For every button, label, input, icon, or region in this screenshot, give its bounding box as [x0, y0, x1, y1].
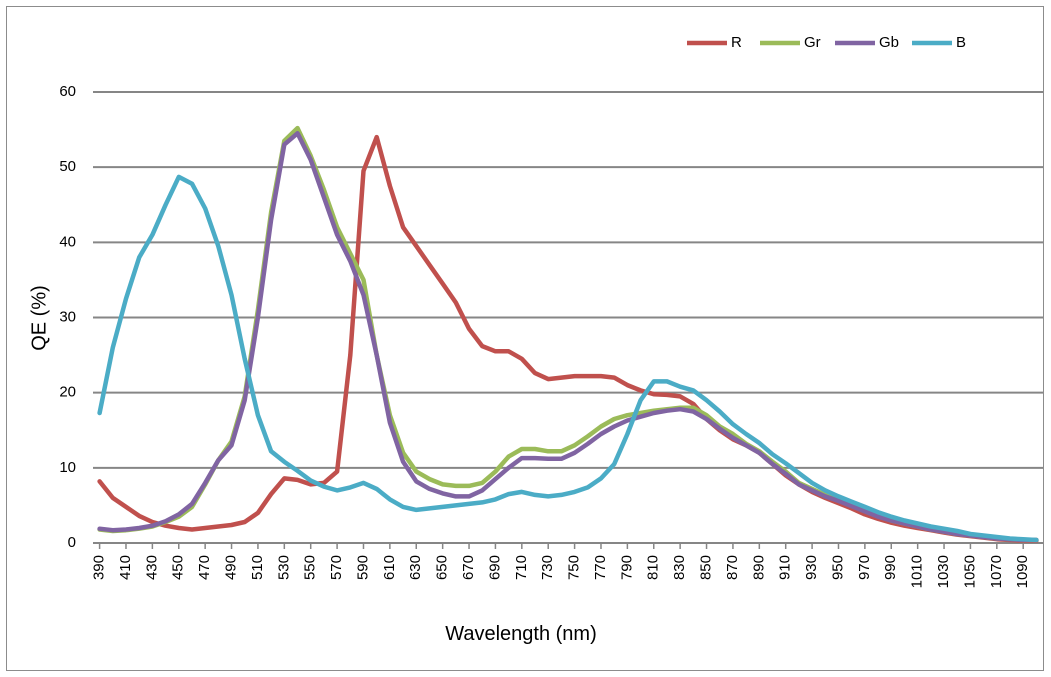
y-tick-label: 20 [59, 384, 76, 401]
legend-item-gr: Gr [760, 34, 821, 51]
x-tick-label: 1010 [909, 555, 926, 588]
x-tick-label: 610 [381, 555, 398, 580]
x-tick-label: 770 [592, 555, 609, 580]
x-axis-title: Wavelength (nm) [445, 623, 597, 645]
x-tick-label: 870 [724, 555, 741, 580]
x-tick-labels: 390 410 430 450 470 490 510 530 550 570 590 610 630 6… [91, 543, 1031, 588]
x-tick-label: 550 [302, 555, 319, 580]
x-tick-label: 570 [328, 555, 345, 580]
x-tick-label: 450 [170, 555, 187, 580]
x-tick-label: 490 [223, 555, 240, 580]
y-tick-label: 40 [59, 233, 76, 250]
x-tick-label: 850 [698, 555, 715, 580]
x-tick-label: 990 [882, 555, 899, 580]
y-tick-labels: 0 10 20 30 40 50 60 [59, 83, 76, 551]
x-tick-label: 730 [539, 555, 556, 580]
legend-item-b: B [912, 34, 966, 51]
y-axis-title: QE (%) [28, 285, 50, 351]
x-tick-label: 950 [829, 555, 846, 580]
x-tick-label: 690 [486, 555, 503, 580]
x-tick-label: 910 [777, 555, 794, 580]
x-tick-label: 750 [566, 555, 583, 580]
x-tick-label: 390 [91, 555, 108, 580]
x-tick-label: 810 [645, 555, 662, 580]
series-line-b [97, 174, 1039, 543]
x-tick-label: 930 [803, 555, 820, 580]
legend-label: B [956, 34, 966, 51]
legend-item-r: R [687, 34, 742, 51]
legend-label: Gr [804, 34, 821, 51]
x-tick-label: 590 [354, 555, 371, 580]
x-tick-label: 890 [750, 555, 767, 580]
gridlines [93, 91, 1043, 544]
legend: R Gr Gb B [687, 34, 966, 51]
y-tick-label: 50 [59, 158, 76, 175]
series-lines [97, 125, 1039, 543]
x-tick-label: 790 [618, 555, 635, 580]
x-tick-label: 830 [671, 555, 688, 580]
y-tick-label: 10 [59, 459, 76, 476]
legend-item-gb: Gb [835, 34, 899, 51]
x-tick-label: 430 [143, 555, 160, 580]
x-tick-label: 670 [460, 555, 477, 580]
legend-label: R [731, 34, 742, 51]
y-tick-label: 30 [59, 308, 76, 325]
x-tick-label: 1070 [988, 555, 1005, 588]
x-tick-label: 410 [117, 555, 134, 580]
y-tick-label: 0 [68, 534, 76, 551]
x-tick-label: 630 [407, 555, 424, 580]
chart-frame [6, 6, 1044, 671]
x-tick-label: 710 [513, 555, 530, 580]
x-tick-label: 1030 [935, 555, 952, 588]
x-tick-label: 1090 [1014, 555, 1031, 588]
x-tick-label: 510 [249, 555, 266, 580]
x-tick-label: 650 [434, 555, 451, 580]
x-tick-label: 970 [856, 555, 873, 580]
x-tick-label: 470 [196, 555, 213, 580]
series-line-gb [97, 131, 1039, 543]
y-tick-label: 60 [59, 83, 76, 100]
legend-label: Gb [879, 34, 899, 51]
x-tick-label: 530 [275, 555, 292, 580]
x-tick-label: 1050 [961, 555, 978, 588]
